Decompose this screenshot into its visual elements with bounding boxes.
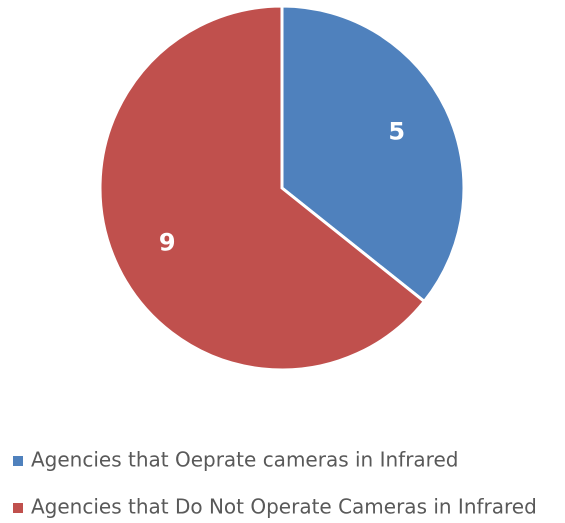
data-label: 9: [159, 228, 176, 256]
legend-label: Agencies that Oeprate cameras in Infrare…: [31, 448, 458, 472]
pie-slice: [98, 4, 427, 372]
legend-swatch: [13, 503, 23, 513]
pie-slice: [280, 4, 466, 304]
legend-label: Agencies that Do Not Operate Cameras in …: [31, 495, 537, 519]
legend-swatch: [13, 456, 23, 466]
data-label: 5: [388, 118, 405, 146]
